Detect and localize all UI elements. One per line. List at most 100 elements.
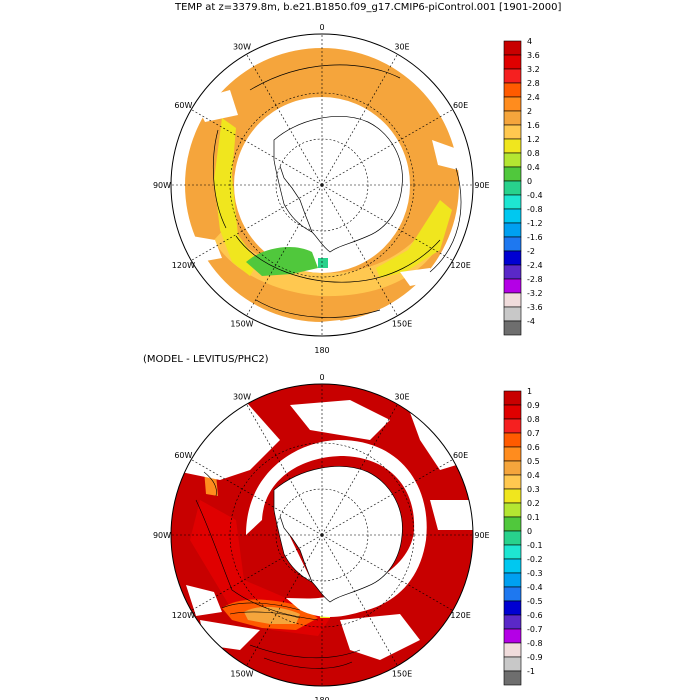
colorbar-swatch-temperature-19 — [503, 306, 522, 322]
colorbar-swatch-temperature-16 — [503, 264, 522, 280]
antarctica-landmass-top — [273, 116, 403, 253]
colorbar-swatch-temperature-18 — [503, 292, 522, 308]
colorbar-swatch-difference-8 — [503, 502, 522, 518]
colorbar-swatch-difference-11 — [503, 544, 522, 560]
colorbar-label-difference-12: -0.2 — [527, 555, 543, 564]
colorbar-swatch-temperature-14 — [503, 236, 522, 252]
colorbar-label-temperature-6: 1.6 — [527, 121, 540, 130]
lon-label-60e: 60E — [453, 101, 468, 110]
colorbar-label-difference-15: -0.5 — [527, 597, 543, 606]
map-border-top — [170, 33, 474, 337]
colorbar-label-difference-8: 0.2 — [527, 499, 540, 508]
colorbar-label-temperature-7: 1.2 — [527, 135, 540, 144]
lon-label-180: 180 — [314, 346, 329, 355]
colorbar-label-difference-14: -0.4 — [527, 583, 543, 592]
colorbar-label-temperature-9: 0.4 — [527, 163, 540, 172]
chart-title-temperature: TEMP at z=3379.8m, b.e21.B1850.f09_g17.C… — [175, 2, 562, 13]
nodata-patch-2 — [280, 320, 350, 336]
colorbar-swatch-temperature-0 — [503, 40, 522, 56]
lon-label-90w: 90W — [153, 181, 171, 190]
nodata-north — [290, 400, 390, 440]
nodata-patch-3 — [432, 140, 460, 170]
lon-label-150e: 150E — [392, 670, 412, 679]
contours-temperature — [212, 64, 462, 318]
colorbar-label-temperature-10: 0 — [527, 177, 532, 186]
colorbar-label-temperature-1: 3.6 — [527, 51, 540, 60]
colorbar-swatch-difference-14 — [503, 586, 522, 602]
colorbar-label-difference-7: 0.3 — [527, 485, 540, 494]
colorbar-label-temperature-3: 2.8 — [527, 79, 540, 88]
field-band-antarctic-peninsula — [214, 118, 258, 276]
field-band-pacific — [214, 225, 442, 297]
lon-label-90e: 90E — [474, 531, 489, 540]
colorbar-swatch-difference-17 — [503, 628, 522, 644]
chart-title-difference: (MODEL - LEVITUS/PHC2) — [143, 354, 269, 365]
lon-label-30e: 30E — [394, 392, 409, 401]
graticule-top — [171, 34, 473, 336]
colorbar-label-difference-13: -0.3 — [527, 569, 543, 578]
colorbar-label-difference-20: -1 — [527, 667, 535, 676]
colorbar-swatch-temperature-4 — [503, 96, 522, 112]
colorbar-label-difference-9: 0.1 — [527, 513, 540, 522]
graticule-bottom — [171, 384, 473, 686]
colorbar-swatch-temperature-5 — [503, 110, 522, 126]
colorbar-swatch-temperature-15 — [503, 250, 522, 266]
colorbar-swatch-difference-0 — [503, 390, 522, 406]
lon-label-150e: 150E — [392, 320, 412, 329]
colorbar-swatch-temperature-12 — [503, 208, 522, 224]
colorbar-swatch-difference-5 — [503, 460, 522, 476]
nodata-east — [430, 500, 473, 530]
lon-label-30w: 30W — [233, 42, 251, 51]
lon-label-30e: 30E — [394, 42, 409, 51]
lon-label-150w: 150W — [230, 320, 253, 329]
colorbar-swatch-difference-4 — [503, 446, 522, 462]
colorbar-swatch-difference-19 — [503, 656, 522, 672]
colorbar-swatch-difference-6 — [503, 474, 522, 490]
colorbar-label-temperature-18: -3.2 — [527, 289, 543, 298]
colorbar-swatch-temperature-9 — [503, 166, 522, 182]
colorbar-swatch-temperature-20 — [503, 320, 522, 336]
nodata-patch-5 — [194, 90, 238, 122]
antarctica-landmass-bottom — [273, 466, 403, 603]
colorbar-label-difference-5: 0.5 — [527, 457, 540, 466]
nodata-south-1 — [186, 585, 222, 616]
nodata-south-2 — [340, 614, 420, 660]
colorbar-label-difference-11: -0.1 — [527, 541, 543, 550]
colorbar-label-temperature-17: -2.8 — [527, 275, 543, 284]
colorbar-label-difference-3: 0.7 — [527, 429, 540, 438]
colorbar-label-temperature-0: 4 — [527, 37, 532, 46]
colorbar-label-temperature-8: 0.8 — [527, 149, 540, 158]
colorbar-label-difference-4: 0.6 — [527, 443, 540, 452]
colorbar-label-difference-0: 1 — [527, 387, 532, 396]
colorbar-swatch-difference-7 — [503, 488, 522, 504]
lon-label-150w: 150W — [230, 670, 253, 679]
colorbar-swatch-difference-18 — [503, 642, 522, 658]
colorbar-swatch-temperature-11 — [503, 194, 522, 210]
colorbar-label-difference-19: -0.9 — [527, 653, 543, 662]
colorbar-swatch-difference-2 — [503, 418, 522, 434]
colorbar-swatch-temperature-3 — [503, 82, 522, 98]
lon-label-120w: 120W — [172, 261, 195, 270]
colorbar-swatch-temperature-6 — [503, 124, 522, 140]
colorbar-swatch-difference-16 — [503, 614, 522, 630]
colorbar-label-difference-18: -0.8 — [527, 639, 543, 648]
colorbar-swatch-temperature-2 — [503, 68, 522, 84]
lon-label-120e: 120E — [450, 261, 470, 270]
colorbar-swatch-difference-15 — [503, 600, 522, 616]
colorbar-label-temperature-20: -4 — [527, 317, 535, 326]
field-cold-patch — [318, 258, 328, 268]
contours-difference — [195, 471, 361, 669]
lon-label-180: 180 — [314, 696, 329, 700]
colorbar-label-temperature-4: 2.4 — [527, 93, 540, 102]
lon-label-60e: 60E — [453, 451, 468, 460]
colorbar-label-temperature-15: -2 — [527, 247, 535, 256]
colorbar-label-temperature-2: 3.2 — [527, 65, 540, 74]
colorbar-label-difference-6: 0.4 — [527, 471, 540, 480]
lon-label-120w: 120W — [172, 611, 195, 620]
colorbar-label-temperature-5: 2 — [527, 107, 532, 116]
field-cold-ross-sea — [246, 247, 318, 276]
colorbar-swatch-difference-3 — [503, 432, 522, 448]
lon-label-30w: 30W — [233, 392, 251, 401]
colorbar-swatch-temperature-17 — [503, 278, 522, 294]
